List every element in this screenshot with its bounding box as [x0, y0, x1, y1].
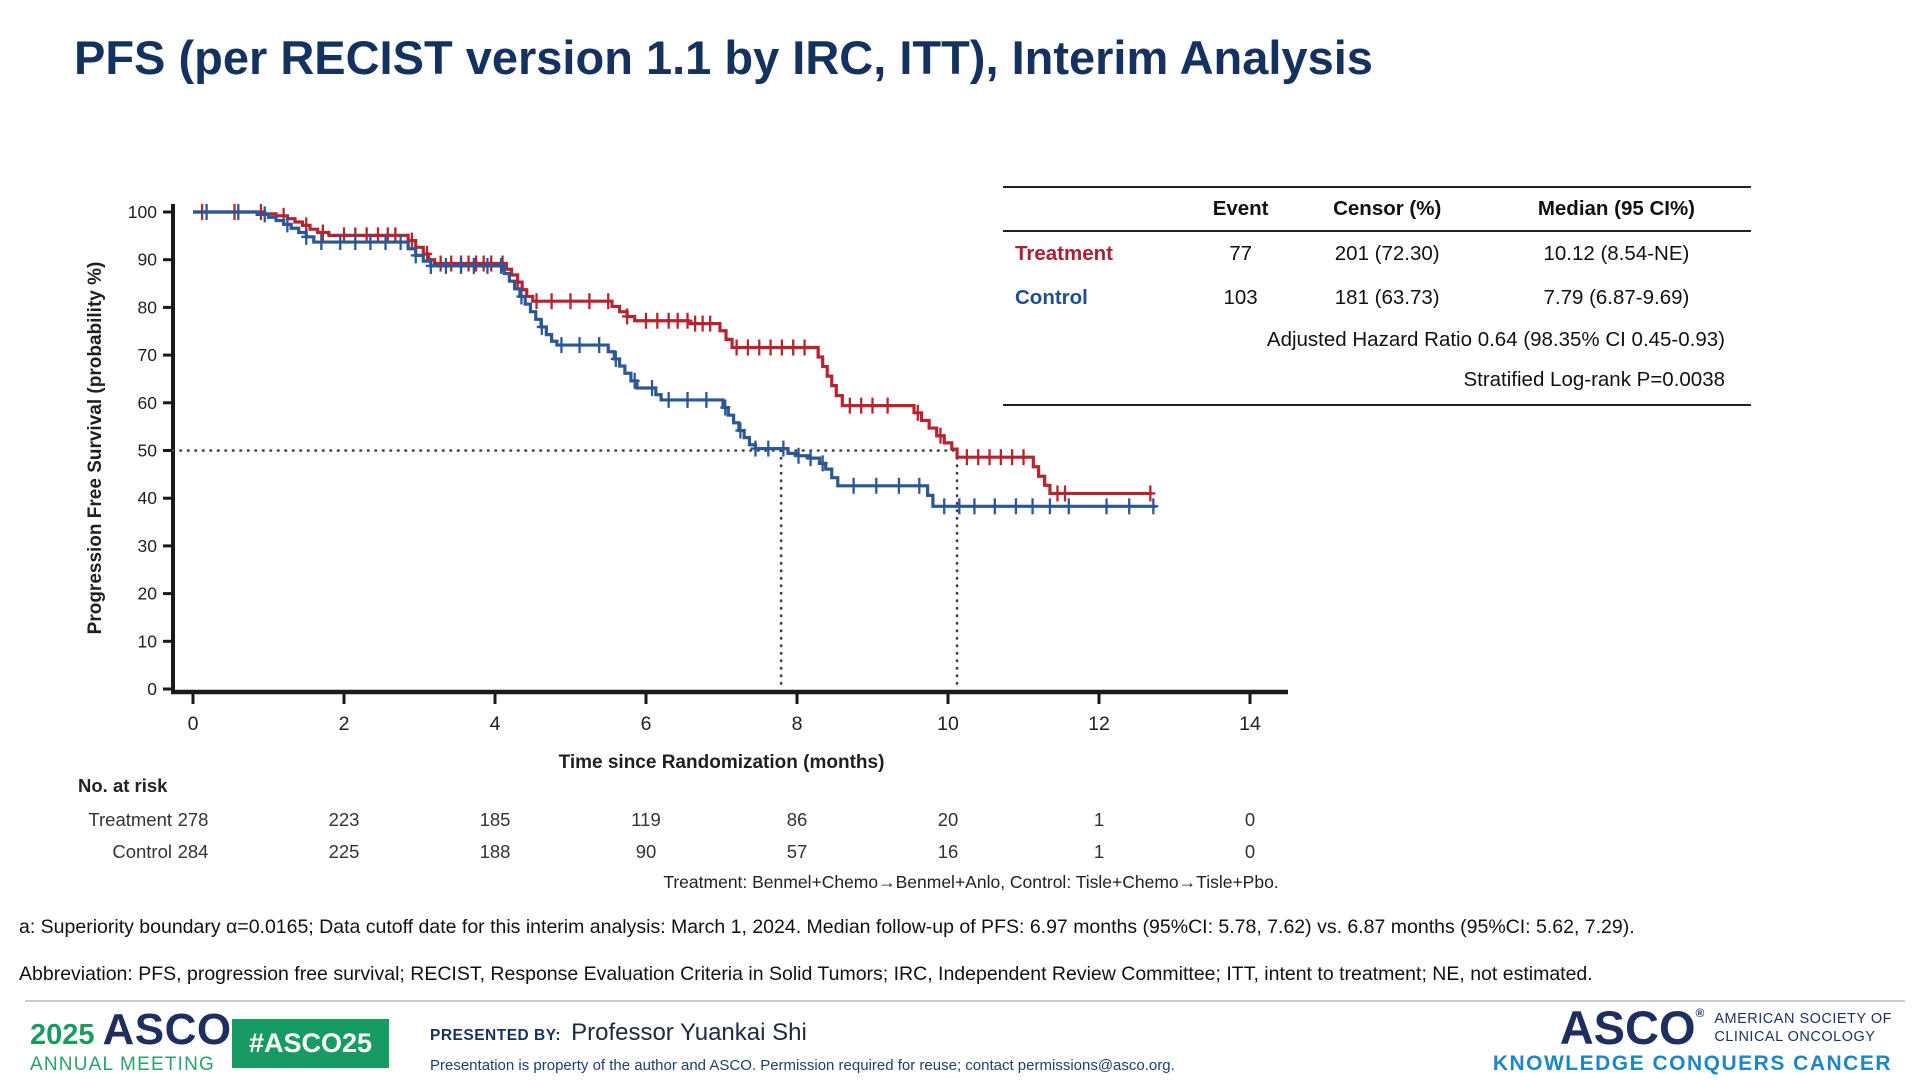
logrank-row: Stratified Log-rank P=0.0038 [1003, 360, 1751, 406]
society-name-line1: AMERICAN SOCIETY OF [1714, 1010, 1892, 1027]
presented-by-label: PRESENTED BY: [430, 1027, 562, 1044]
x-tick-label: 8 [792, 713, 803, 735]
stats-header-event: Event [1188, 186, 1293, 232]
treatment-definition-caption: Treatment: Benmel+Chemo→Benmel+Anlo, Con… [663, 872, 1278, 892]
y-tick-label: 80 [138, 297, 158, 317]
risk-count: 57 [787, 841, 808, 862]
society-name-line2: CLINICAL ONCOLOGY [1714, 1028, 1876, 1045]
risk-count: 0 [1245, 809, 1255, 830]
stats-header-blank [1003, 186, 1189, 232]
x-tick-label: 6 [641, 713, 652, 735]
risk-table-title: No. at risk [78, 775, 168, 796]
y-tick-label: 50 [138, 441, 158, 461]
x-tick-label: 4 [490, 713, 501, 735]
risk-count: 16 [938, 841, 959, 862]
y-tick-label: 20 [138, 584, 158, 604]
y-axis-title: Progression Free Survival (probability %… [85, 262, 106, 635]
y-tick-label: 60 [138, 393, 158, 413]
risk-count: 86 [787, 809, 808, 830]
registered-mark-icon: ® [1695, 1006, 1705, 1020]
hazard-ratio-note: Adjusted Hazard Ratio 0.64 (98.35% CI 0.… [1266, 328, 1725, 351]
control-row-label: Control [1015, 286, 1088, 309]
logrank-note: Stratified Log-rank P=0.0038 [1003, 360, 1751, 406]
footnote-abbreviations: Abbreviation: PFS, progression free surv… [19, 963, 1593, 985]
y-tick-label: 100 [128, 202, 157, 222]
stats-header-median: Median (95 CI%) [1481, 186, 1751, 232]
risk-count: 225 [329, 841, 360, 862]
x-tick-label: 0 [188, 713, 199, 735]
meeting-year: 2025 [30, 1019, 95, 1051]
x-tick-label: 2 [339, 713, 350, 735]
y-tick-label: 0 [147, 679, 157, 699]
stats-header-row: Event Censor (%) Median (95 CI%) [1003, 186, 1751, 232]
asco-society-logo: ASCO® AMERICAN SOCIETY OF CLINICAL ONCOL… [1492, 1001, 1892, 1076]
annual-meeting-label: ANNUAL MEETING [30, 1054, 216, 1075]
property-note: Presentation is property of the author a… [430, 1057, 1175, 1074]
km-curve-control [193, 210, 1156, 508]
risk-count: 20 [938, 809, 959, 830]
stats-header-censor: Censor (%) [1292, 186, 1482, 232]
asco-annual-meeting-logo: 2025 ASCO® ANNUAL MEETING [30, 1008, 241, 1076]
risk-row-label-treatment: Treatment [88, 809, 172, 830]
x-tick-label: 12 [1088, 713, 1110, 735]
asco-tagline: KNOWLEDGE CONQUERS CANCER [1492, 1051, 1892, 1075]
stats-row-treatment: Treatment 77 201 (72.30) 10.12 (8.54-NE) [1003, 231, 1751, 276]
page-title: PFS (per RECIST version 1.1 by IRC, ITT)… [74, 31, 1373, 84]
treatment-row-label: Treatment [1015, 242, 1113, 265]
risk-count: 1 [1094, 841, 1104, 862]
risk-count: 119 [631, 809, 661, 830]
risk-count: 284 [178, 841, 209, 862]
risk-count: 188 [480, 841, 511, 862]
y-tick-label: 40 [138, 488, 158, 508]
presented-by-block: PRESENTED BY: Professor Yuankai Shi Pres… [430, 1019, 1175, 1074]
risk-row-label-control: Control [112, 841, 172, 862]
asco-society-top: ASCO® AMERICAN SOCIETY OF CLINICAL ONCOL… [1493, 1001, 1892, 1054]
hazard-ratio-row: Adjusted Hazard Ratio 0.64 (98.35% CI 0.… [1003, 320, 1751, 360]
risk-count: 278 [178, 809, 209, 830]
y-tick-label: 90 [138, 250, 158, 270]
risk-count: 0 [1245, 841, 1255, 862]
km-curve-treatment [193, 210, 1152, 496]
summary-stats-table: Event Censor (%) Median (95 CI%) Treatme… [1003, 186, 1751, 406]
x-axis-title: Time since Randomization (months) [559, 752, 885, 773]
footer-divider [25, 1000, 1905, 1002]
asco-society-name: AMERICAN SOCIETY OF CLINICAL ONCOLOGY [1714, 1010, 1892, 1046]
control-event-value: 103 [1223, 286, 1258, 309]
risk-count: 1 [1094, 809, 1104, 830]
y-tick-label: 70 [138, 345, 158, 365]
control-median-value: 7.79 (6.87-9.69) [1543, 286, 1690, 309]
y-tick-label: 10 [138, 631, 158, 651]
treatment-median-value: 10.12 (8.54-NE) [1543, 242, 1690, 265]
stats-row-control: Control 103 181 (63.73) 7.79 (6.87-9.69) [1003, 276, 1751, 320]
y-tick-label: 30 [138, 536, 158, 556]
asco-society-wordmark: ASCO® [1559, 1001, 1705, 1054]
treatment-censor-value: 201 (72.30) [1334, 242, 1440, 265]
presenter-name: Professor Yuankai Shi [571, 1019, 807, 1046]
risk-count: 223 [329, 809, 360, 830]
hashtag-badge: #ASCO25 [232, 1019, 390, 1068]
asco-wordmark: ASCO® [103, 1008, 241, 1052]
risk-count: 90 [636, 841, 657, 862]
x-tick-label: 14 [1239, 713, 1261, 735]
x-tick-label: 10 [937, 713, 959, 735]
presented-by-row: PRESENTED BY: Professor Yuankai Shi [430, 1019, 1175, 1047]
footnote-superiority: a: Superiority boundary α=0.0165; Data c… [19, 916, 1635, 938]
control-censor-value: 181 (63.73) [1334, 286, 1440, 309]
risk-count: 185 [480, 809, 511, 830]
asco-logo-line1: 2025 ASCO® [30, 1008, 241, 1052]
treatment-event-value: 77 [1229, 242, 1253, 265]
